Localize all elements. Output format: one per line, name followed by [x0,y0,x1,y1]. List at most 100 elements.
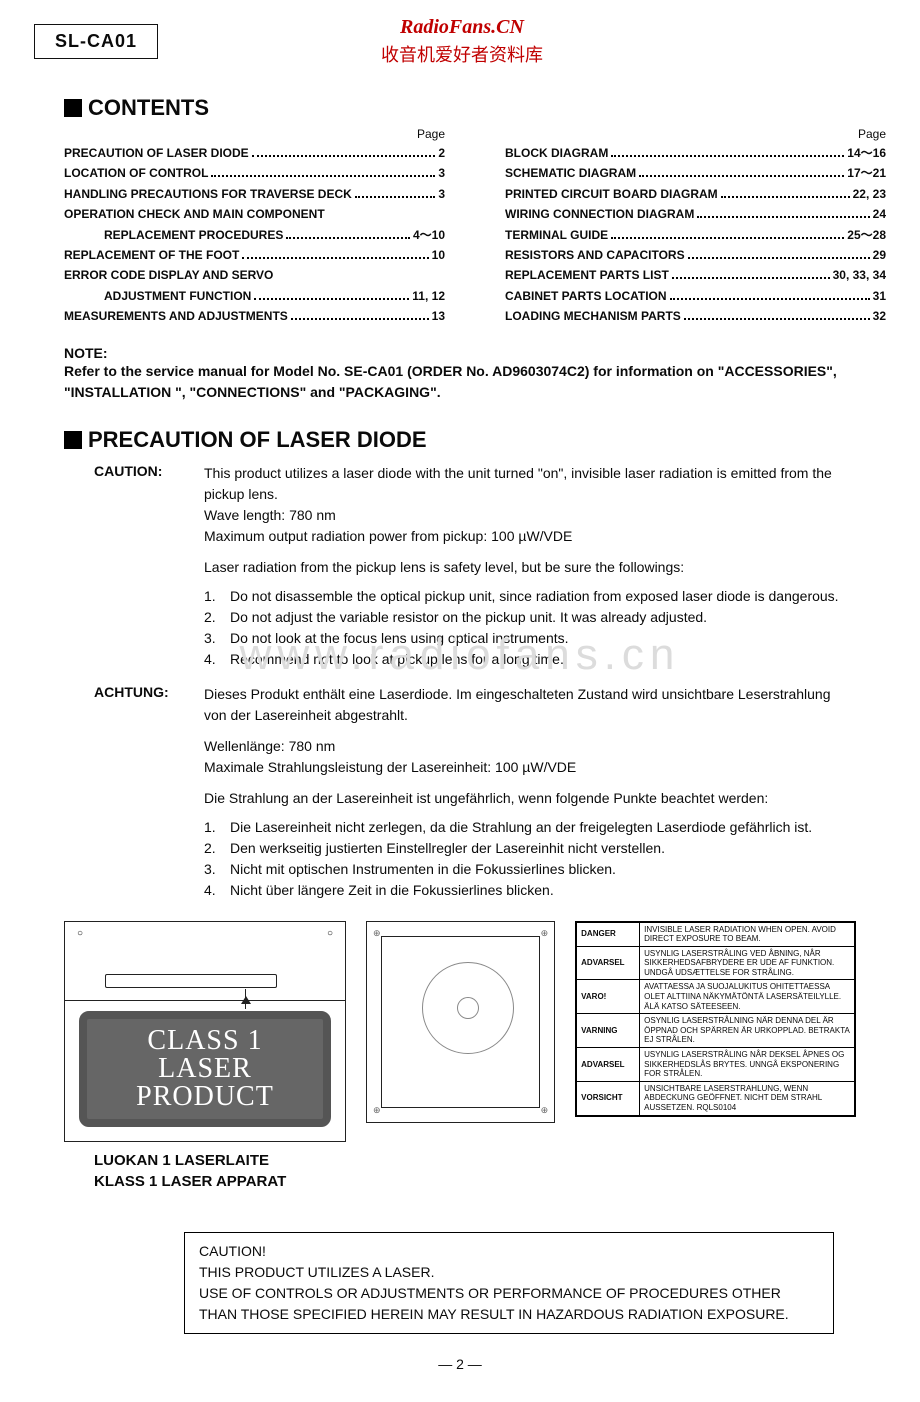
warn-text: AVATTAESSA JA SUOJALUKITUS OHITETTAESSA … [640,980,855,1014]
toc-dots [252,155,436,157]
warn-text: UNSICHTBARE LASERSTRAHLUNG, WENN ABDECKU… [640,1081,855,1115]
toc-title: OPERATION CHECK AND MAIN COMPONENT [64,204,325,224]
toc-title: TERMINAL GUIDE [505,225,608,245]
table-row: DANGERINVISIBLE LASER RADIATION WHEN OPE… [576,922,855,947]
toc-row: REPLACEMENT PARTS LIST30, 33, 34 [505,265,886,285]
caution-power-en: Maximum output radiation power from pick… [204,526,856,547]
toc-dots [688,257,870,259]
caution-label-en: CAUTION: [94,463,204,670]
toc-dots [721,196,850,198]
toc-row: RESISTORS AND CAPACITORS29 [505,245,886,265]
toc-dots [611,237,844,239]
table-row: ADVARSELUSYNLIG LASERSTRÅLING NÅR DEKSEL… [576,1048,855,1082]
warn-text: USYNLIG LASERSTRÅLING NÅR DEKSEL ÅPNES O… [640,1048,855,1082]
toc-row: PRINTED CIRCUIT BOARD DIAGRAM 22, 23 [505,184,886,204]
list-item: 1.Die Lasereinheit nicht zerlegen, da di… [204,817,856,838]
toc-page: 25～28 [847,225,886,245]
toc-dots [286,237,410,239]
list-number: 3. [204,628,230,649]
table-of-contents: Page PRECAUTION OF LASER DIODE2LOCATION … [64,127,886,327]
list-text: Recommend not to look at pickup lens for… [230,649,564,670]
toc-dots [684,318,870,320]
list-number: 4. [204,880,230,901]
contents-heading: CONTENTS [64,95,886,121]
toc-row: CABINET PARTS LOCATION 31 [505,286,886,306]
page-header-left: Page [64,127,445,141]
toc-page: 4～10 [413,225,445,245]
toc-row: ERROR CODE DISPLAY AND SERVO [64,265,445,285]
toc-title: CABINET PARTS LOCATION [505,286,667,306]
toc-dots [355,196,436,198]
table-row: VARO!AVATTAESSA JA SUOJALUKITUS OHITETTA… [576,980,855,1014]
model-number: SL-CA01 [34,24,158,59]
toc-title: PRECAUTION OF LASER DIODE [64,143,249,163]
toc-row: PRECAUTION OF LASER DIODE 2 [64,143,445,163]
list-item: 1.Do not disassemble the optical pickup … [204,586,856,607]
toc-row: LOCATION OF CONTROL3 [64,163,445,183]
list-text: Nicht über längere Zeit in die Fokussier… [230,880,554,901]
caution-wave-en: Wave length: 780 nm [204,505,856,526]
toc-dots [697,216,869,218]
toc-title: WIRING CONNECTION DIAGRAM [505,204,694,224]
cbox-l3: USE OF CONTROLS OR ADJUSTMENTS OR PERFOR… [199,1283,819,1325]
badge-line1: CLASS 1 [93,1027,317,1055]
toc-page: 30, 33, 34 [833,265,886,285]
toc-page: 14～16 [847,143,886,163]
caution-sub-en: Laser radiation from the pickup lens is … [204,557,856,578]
toc-row: OPERATION CHECK AND MAIN COMPONENT [64,204,445,224]
warn-lang: ADVARSEL [576,1048,640,1082]
toc-page: 13 [432,306,445,326]
caution-intro-en: This product utilizes a laser diode with… [204,463,856,505]
toc-left-column: Page PRECAUTION OF LASER DIODE2LOCATION … [64,127,475,327]
toc-page: 31 [873,286,886,306]
caution-wave-de: Wellenlänge: 780 nm [204,736,856,757]
toc-row: LOADING MECHANISM PARTS32 [505,306,886,326]
toc-title: ERROR CODE DISPLAY AND SERVO [64,265,273,285]
list-item: 4.Nicht über längere Zeit in die Fokussi… [204,880,856,901]
page-number: — 2 — [34,1356,886,1372]
toc-page: 22, 23 [853,184,886,204]
table-row: ADVARSELUSYNLIG LASERSTRÅLING VED ÅBNING… [576,946,855,980]
toc-row: ADJUSTMENT FUNCTION11, 12 [64,286,445,306]
toc-page: 32 [873,306,886,326]
figure-top-view: ⊕ ⊕ ⊕ ⊕ [366,921,555,1123]
list-item: 3.Do not look at the focus lens using op… [204,628,856,649]
list-item: 4.Recommend not to look at pickup lens f… [204,649,856,670]
list-number: 3. [204,859,230,880]
note-head: NOTE: [64,345,886,361]
list-text: Do not disassemble the optical pickup un… [230,586,839,607]
caution-list-de: 1.Die Lasereinheit nicht zerlegen, da di… [204,817,856,901]
page-header-right: Page [505,127,886,141]
toc-row: SCHEMATIC DIAGRAM17～21 [505,163,886,183]
toc-title: LOCATION OF CONTROL [64,163,208,183]
warn-lang: VARO! [576,980,640,1014]
list-item: 2.Den werkseitig justierten Einstellregl… [204,838,856,859]
toc-page: 2 [438,143,445,163]
toc-row: REPLACEMENT PROCEDURES 4～10 [64,225,445,245]
table-row: VORSICHTUNSICHTBARE LASERSTRAHLUNG, WENN… [576,1081,855,1115]
list-number: 2. [204,838,230,859]
list-number: 1. [204,586,230,607]
caution-power-de: Maximale Strahlungsleistung der Laserein… [204,757,856,778]
toc-row: MEASUREMENTS AND ADJUSTMENTS13 [64,306,445,326]
toc-title: HANDLING PRECAUTIONS FOR TRAVERSE DECK [64,184,352,204]
warn-text: USYNLIG LASERSTRÅLING VED ÅBNING, NÅR SI… [640,946,855,980]
toc-title: PRINTED CIRCUIT BOARD DIAGRAM [505,184,718,204]
list-number: 4. [204,649,230,670]
square-bullet-icon [64,431,82,449]
caution-list-en: 1.Do not disassemble the optical pickup … [204,586,856,670]
warning-label-table: DANGERINVISIBLE LASER RADIATION WHEN OPE… [575,921,856,1117]
caption-line2: KLASS 1 LASER APPARAT [94,1171,346,1192]
caution-german: ACHTUNG: Dieses Produkt enthält eine Las… [94,684,856,901]
toc-row: HANDLING PRECAUTIONS FOR TRAVERSE DECK3 [64,184,445,204]
toc-dots [672,277,830,279]
list-text: Nicht mit optischen Instrumenten in die … [230,859,616,880]
caution-box: CAUTION! THIS PRODUCT UTILIZES A LASER. … [184,1232,834,1334]
toc-row: WIRING CONNECTION DIAGRAM24 [505,204,886,224]
toc-title: REPLACEMENT PROCEDURES [104,225,283,245]
toc-title: ADJUSTMENT FUNCTION [104,286,251,306]
cbox-l2: THIS PRODUCT UTILIZES A LASER. [199,1262,819,1283]
toc-title: SCHEMATIC DIAGRAM [505,163,636,183]
list-number: 2. [204,607,230,628]
figures-row: CLASS 1 LASER PRODUCT LUOKAN 1 LASERLAIT… [64,921,856,1192]
